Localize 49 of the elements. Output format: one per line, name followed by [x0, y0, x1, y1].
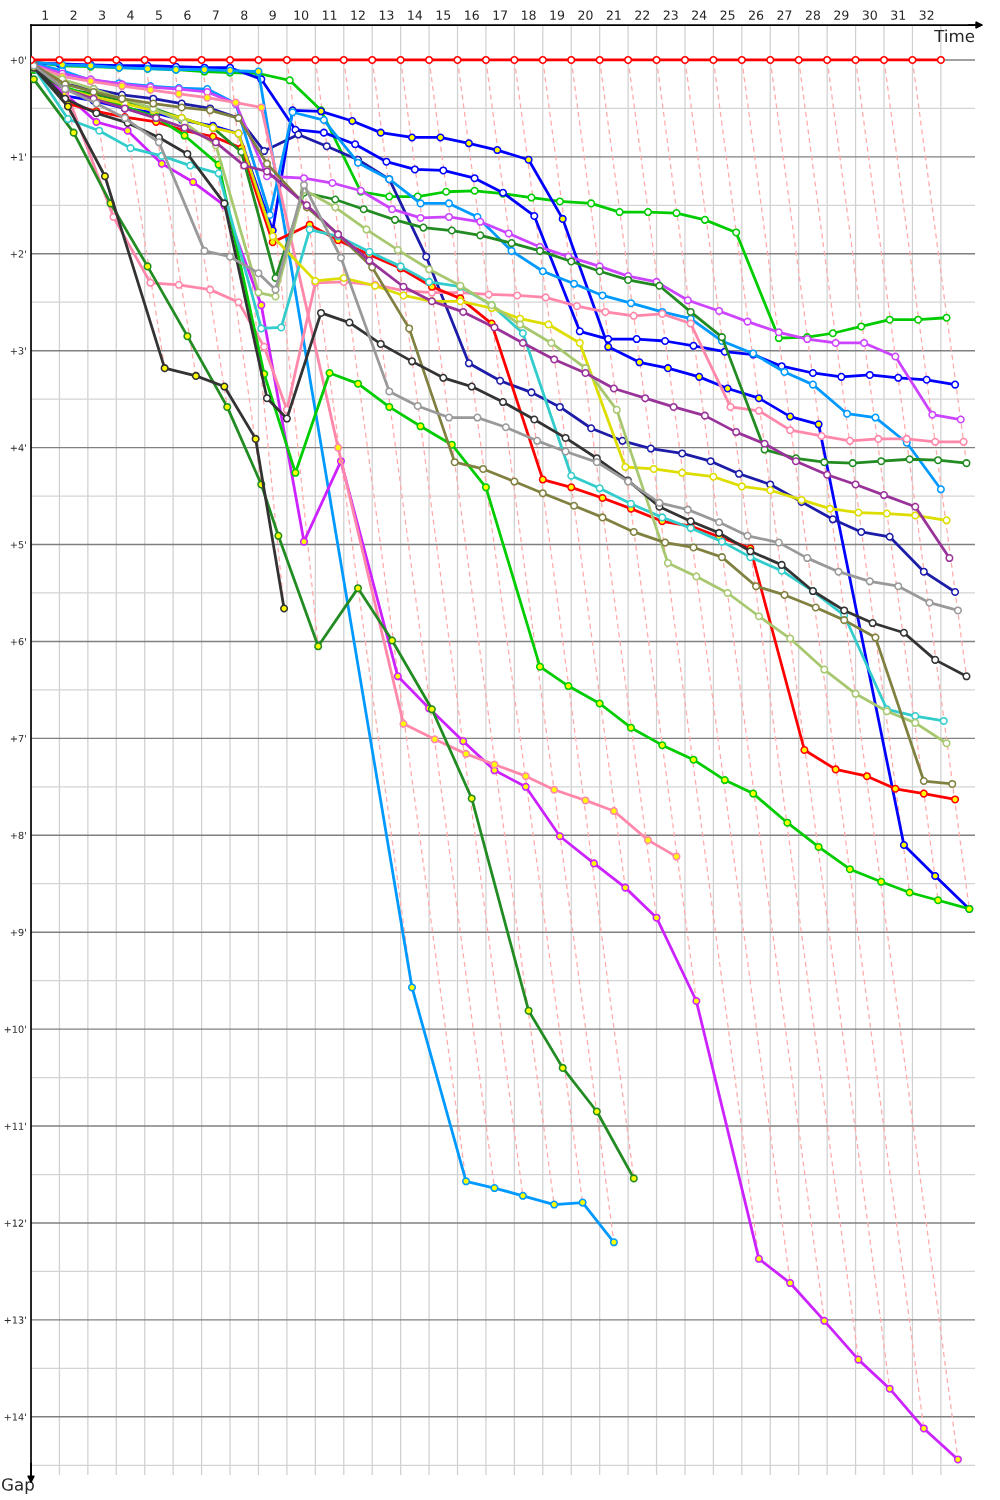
y-tick-label: +5'	[10, 541, 26, 549]
x-tick-label: 11	[322, 10, 337, 20]
x-tick-label: 31	[891, 10, 906, 20]
x-tick-label: 30	[862, 10, 877, 20]
y-tick-label: +9'	[10, 928, 26, 937]
x-tick-label: 26	[749, 10, 764, 20]
x-tick-label: 22	[635, 10, 650, 20]
y-tick-label: +12'	[4, 1219, 26, 1227]
y-tick-label: +10'	[4, 1025, 26, 1033]
x-tick-label: 5	[155, 10, 162, 20]
x-tick-label: 19	[550, 10, 565, 20]
x-tick-label: 24	[692, 10, 707, 20]
x-tick-label: 27	[777, 10, 792, 20]
y-tick-label: +1'	[10, 153, 26, 161]
x-tick-label: 18	[522, 10, 536, 20]
y-tick-label: +14'	[4, 1413, 26, 1421]
y-tick-label: +6'	[10, 637, 26, 646]
y-tick-label: +13'	[4, 1316, 26, 1324]
x-tick-label: 6	[184, 10, 191, 20]
x-tick-label: 1	[42, 10, 49, 20]
x-tick-label: 7	[212, 10, 219, 20]
x-axis-title: Time	[934, 29, 975, 43]
x-tick-label: 20	[578, 10, 593, 20]
x-tick-label: 10	[294, 10, 309, 20]
y-tick-label: +2'	[10, 250, 26, 258]
x-tick-label: 28	[805, 10, 821, 20]
x-tick-label: 23	[663, 10, 678, 20]
x-tick-label: 3	[99, 10, 106, 20]
x-tick-label: 8	[241, 10, 248, 20]
y-tick-label: +3'	[10, 347, 26, 355]
y-tick-label: +4'	[10, 444, 26, 452]
x-tick-label: 17	[493, 10, 508, 20]
x-tick-label: 2	[70, 10, 77, 20]
x-tick-label: 9	[269, 10, 276, 20]
x-tick-label: 13	[379, 10, 394, 20]
x-tick-label: 21	[606, 10, 621, 20]
x-tick-label: 12	[351, 10, 365, 20]
x-tick-label: 29	[834, 10, 849, 20]
y-axis-title: Gap	[2, 1478, 34, 1494]
x-tick-label: 15	[436, 10, 451, 20]
y-tick-label: +7'	[10, 734, 26, 743]
x-tick-label: 14	[408, 10, 423, 20]
x-tick-label: 16	[465, 10, 479, 20]
y-tick-label: +11'	[4, 1122, 26, 1130]
x-tick-label: 4	[127, 10, 134, 20]
x-tick-label: 32	[919, 10, 934, 20]
y-tick-label: +0'	[10, 56, 26, 64]
x-tick-label: 25	[720, 10, 735, 20]
y-tick-label: +8'	[10, 831, 26, 840]
